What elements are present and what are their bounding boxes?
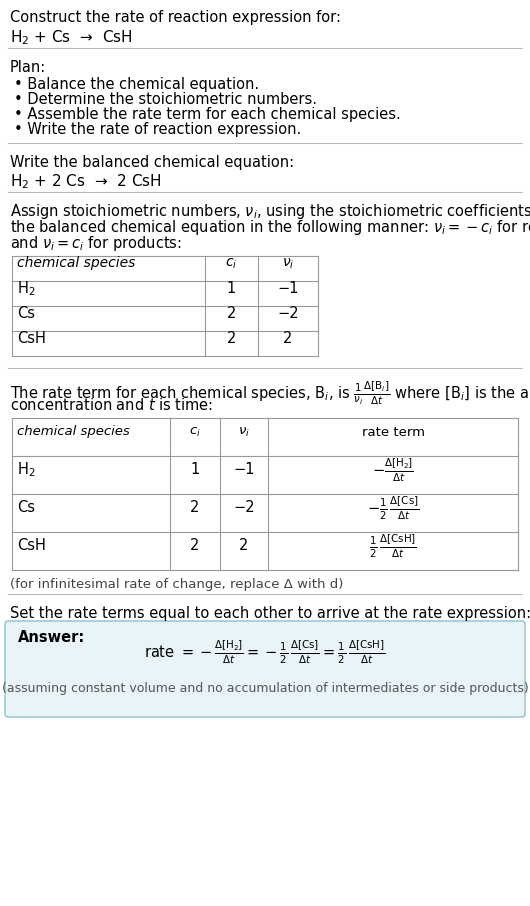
Text: chemical species: chemical species: [17, 256, 135, 271]
Text: H$_2$ + Cs  →  CsH: H$_2$ + Cs → CsH: [10, 28, 132, 47]
Text: CsH: CsH: [17, 331, 46, 346]
Text: $c_i$: $c_i$: [189, 426, 201, 439]
Text: Cs: Cs: [17, 306, 35, 321]
Text: and $\nu_i = c_i$ for products:: and $\nu_i = c_i$ for products:: [10, 234, 182, 253]
Text: the balanced chemical equation in the following manner: $\nu_i = -c_i$ for react: the balanced chemical equation in the fo…: [10, 218, 530, 237]
Text: rate $= -\frac{\Delta[\mathrm{H_2}]}{\Delta t} = -\frac{1}{2}\,\frac{\Delta[\mat: rate $= -\frac{\Delta[\mathrm{H_2}]}{\De…: [144, 638, 386, 666]
Text: • Determine the stoichiometric numbers.: • Determine the stoichiometric numbers.: [14, 92, 317, 107]
Text: Set the rate terms equal to each other to arrive at the rate expression:: Set the rate terms equal to each other t…: [10, 606, 530, 621]
Text: Cs: Cs: [17, 500, 35, 516]
Text: $\frac{1}{2}\,\frac{\Delta[\mathrm{CsH}]}{\Delta t}$: $\frac{1}{2}\,\frac{\Delta[\mathrm{CsH}]…: [369, 532, 417, 560]
Text: H$_2$: H$_2$: [17, 279, 36, 298]
Text: • Balance the chemical equation.: • Balance the chemical equation.: [14, 77, 259, 92]
Text: 2: 2: [284, 331, 293, 346]
Text: $-\frac{\Delta[\mathrm{H_2}]}{\Delta t}$: $-\frac{\Delta[\mathrm{H_2}]}{\Delta t}$: [372, 457, 414, 484]
Text: 2: 2: [190, 538, 200, 554]
Text: H$_2$: H$_2$: [17, 460, 36, 479]
Text: $c_i$: $c_i$: [225, 256, 237, 271]
Text: Assign stoichiometric numbers, $\nu_i$, using the stoichiometric coefficients, $: Assign stoichiometric numbers, $\nu_i$, …: [10, 202, 530, 221]
Text: $-\frac{1}{2}\,\frac{\Delta[\mathrm{Cs}]}{\Delta t}$: $-\frac{1}{2}\,\frac{\Delta[\mathrm{Cs}]…: [367, 495, 419, 522]
Text: 2: 2: [240, 538, 249, 554]
Text: chemical species: chemical species: [17, 426, 130, 439]
Text: $\nu_i$: $\nu_i$: [238, 426, 250, 439]
Text: Construct the rate of reaction expression for:: Construct the rate of reaction expressio…: [10, 10, 341, 25]
Text: CsH: CsH: [17, 538, 46, 554]
Text: concentration and $t$ is time:: concentration and $t$ is time:: [10, 397, 213, 413]
Text: Plan:: Plan:: [10, 60, 46, 75]
Text: 1: 1: [227, 281, 236, 296]
Text: −2: −2: [277, 306, 299, 321]
Text: 2: 2: [190, 500, 200, 516]
Text: −1: −1: [233, 462, 255, 477]
Text: (assuming constant volume and no accumulation of intermediates or side products): (assuming constant volume and no accumul…: [2, 682, 528, 695]
Text: (for infinitesimal rate of change, replace Δ with d): (for infinitesimal rate of change, repla…: [10, 578, 343, 591]
Text: Answer:: Answer:: [18, 630, 85, 645]
Text: 1: 1: [190, 462, 200, 477]
Text: Write the balanced chemical equation:: Write the balanced chemical equation:: [10, 155, 294, 170]
Text: H$_2$ + 2 Cs  →  2 CsH: H$_2$ + 2 Cs → 2 CsH: [10, 172, 162, 190]
Text: $\nu_i$: $\nu_i$: [282, 256, 294, 271]
Text: The rate term for each chemical species, B$_i$, is $\frac{1}{\nu_i}\frac{\Delta[: The rate term for each chemical species,…: [10, 380, 530, 408]
Text: • Write the rate of reaction expression.: • Write the rate of reaction expression.: [14, 122, 301, 137]
FancyBboxPatch shape: [5, 621, 525, 717]
Text: • Assemble the rate term for each chemical species.: • Assemble the rate term for each chemic…: [14, 107, 401, 122]
Text: −2: −2: [233, 500, 255, 516]
Text: −1: −1: [277, 281, 299, 296]
Text: 2: 2: [227, 331, 236, 346]
Text: 2: 2: [227, 306, 236, 321]
Text: rate term: rate term: [361, 426, 425, 439]
